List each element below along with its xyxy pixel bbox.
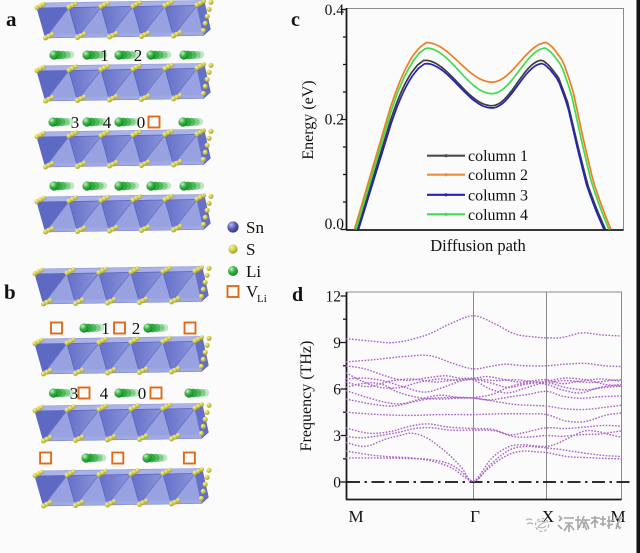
svg-text:4: 4 (103, 113, 112, 132)
svg-text:0: 0 (333, 475, 341, 492)
svg-text:0.4: 0.4 (325, 2, 345, 19)
svg-text:0.0: 0.0 (325, 216, 345, 233)
svg-text:Li: Li (246, 262, 261, 281)
svg-text:Energy (eV): Energy (eV) (300, 80, 317, 159)
svg-text:3: 3 (70, 384, 79, 403)
svg-text:12: 12 (326, 289, 342, 306)
svg-text:4: 4 (100, 384, 109, 403)
svg-text:Diffusion path: Diffusion path (430, 236, 526, 255)
svg-text:3: 3 (333, 428, 341, 445)
svg-text:S: S (246, 240, 255, 259)
svg-text:2: 2 (134, 46, 143, 65)
svg-text:0.2: 0.2 (325, 112, 344, 129)
svg-text:d: d (292, 284, 303, 306)
svg-text:3: 3 (71, 113, 80, 132)
svg-text:6: 6 (333, 382, 341, 399)
svg-text:Γ: Γ (470, 507, 480, 526)
svg-text:1: 1 (101, 319, 110, 338)
svg-text:a: a (6, 7, 17, 31)
svg-text:Sn: Sn (246, 218, 264, 237)
svg-text:V: V (246, 282, 259, 301)
svg-text:0: 0 (138, 384, 147, 403)
svg-text:X: X (542, 507, 554, 526)
svg-text:M: M (610, 507, 625, 526)
svg-text:M: M (348, 507, 363, 526)
svg-text:column 2: column 2 (468, 167, 528, 184)
svg-text:b: b (4, 280, 16, 304)
svg-text:c: c (291, 9, 300, 31)
svg-text:Li: Li (257, 293, 267, 305)
svg-text:9: 9 (333, 335, 341, 352)
svg-text:0: 0 (137, 113, 146, 132)
svg-text:column 1: column 1 (468, 148, 528, 165)
svg-text:Frequency (THz): Frequency (THz) (298, 341, 315, 452)
svg-text:2: 2 (132, 319, 141, 338)
svg-text:1: 1 (100, 46, 109, 65)
svg-text:column 3: column 3 (468, 187, 528, 204)
svg-text:column 4: column 4 (468, 207, 528, 224)
